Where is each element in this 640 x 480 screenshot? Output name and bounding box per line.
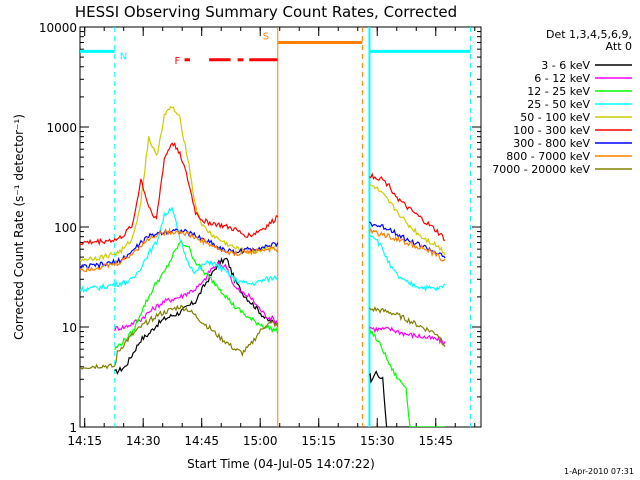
legend-label-6: 300 - 800 keV — [513, 137, 590, 150]
y-tick-label: 100 — [54, 221, 77, 235]
series-line-2 — [114, 239, 279, 351]
plot-area: 1 10 100 1000 10000 14:15 14:30 14:45 15:00 15:15… — [39, 21, 482, 448]
x-tick-label: 14:45 — [184, 434, 219, 448]
legend-label-7: 800 - 7000 keV — [506, 150, 590, 163]
legend-label-1: 6 - 12 keV — [534, 72, 590, 85]
y-tick-label: 1000 — [46, 121, 77, 135]
y-tick-label: 1 — [69, 421, 77, 435]
x-tick-label: 15:15 — [301, 434, 336, 448]
timestamp: 1-Apr-2010 07:31 — [564, 467, 634, 476]
series-line-4-segment-2 — [369, 184, 446, 256]
legend-label-0: 3 - 6 keV — [541, 59, 590, 72]
legend-label-8: 7000 - 20000 keV — [492, 163, 590, 176]
flag-label-F: F — [175, 56, 181, 67]
data-layer: N S F — [80, 27, 471, 427]
flag-label-S: S — [263, 31, 269, 42]
legend-label-3: 25 - 50 keV — [527, 98, 590, 111]
series-line-5 — [80, 141, 279, 246]
series-line-1 — [114, 260, 279, 332]
legend-header-line-1: Det 1,3,4,5,6,9, — [546, 28, 632, 41]
x-tick-label: 14:30 — [126, 434, 161, 448]
series-line-8 — [80, 304, 279, 370]
series-line-1-segment-2 — [369, 326, 446, 346]
x-axis-label: Start Time (04-Jul-05 14:07:22) — [187, 457, 375, 471]
y-tick-label: 10 — [62, 321, 77, 335]
chart-title: HESSI Observing Summary Count Rates, Cor… — [75, 3, 457, 21]
y-tick-label: 10000 — [39, 21, 77, 35]
series-line-5-segment-2 — [369, 172, 446, 241]
series-line-7 — [80, 227, 279, 273]
series-line-8-segment-2 — [368, 306, 446, 348]
x-tick-label: 15:00 — [243, 434, 278, 448]
series-line-3-segment-2 — [369, 235, 446, 293]
series-line-0-segment-2 — [368, 370, 446, 427]
x-tick-label: 15:45 — [418, 434, 453, 448]
series-line-3 — [80, 206, 279, 293]
legend-label-5: 100 - 300 keV — [513, 124, 590, 137]
flag-label-N: N — [120, 51, 127, 62]
legend-label-4: 50 - 100 keV — [520, 111, 590, 124]
plot-frame — [79, 26, 482, 428]
x-tick-label: 15:30 — [360, 434, 395, 448]
series-line-6-segment-2 — [369, 221, 446, 259]
y-axis-label: Corrected Count Rate (s⁻¹ detector⁻¹) — [12, 114, 26, 340]
series-line-0 — [114, 256, 278, 375]
series-line-4 — [80, 105, 279, 262]
series-line-2-segment-2 — [368, 327, 446, 427]
series-line-7-segment-2 — [368, 227, 446, 262]
x-tick-label: 14:15 — [67, 434, 102, 448]
legend-label-2: 12 - 25 keV — [527, 85, 590, 98]
legend-header-line-2: Att 0 — [606, 40, 632, 53]
